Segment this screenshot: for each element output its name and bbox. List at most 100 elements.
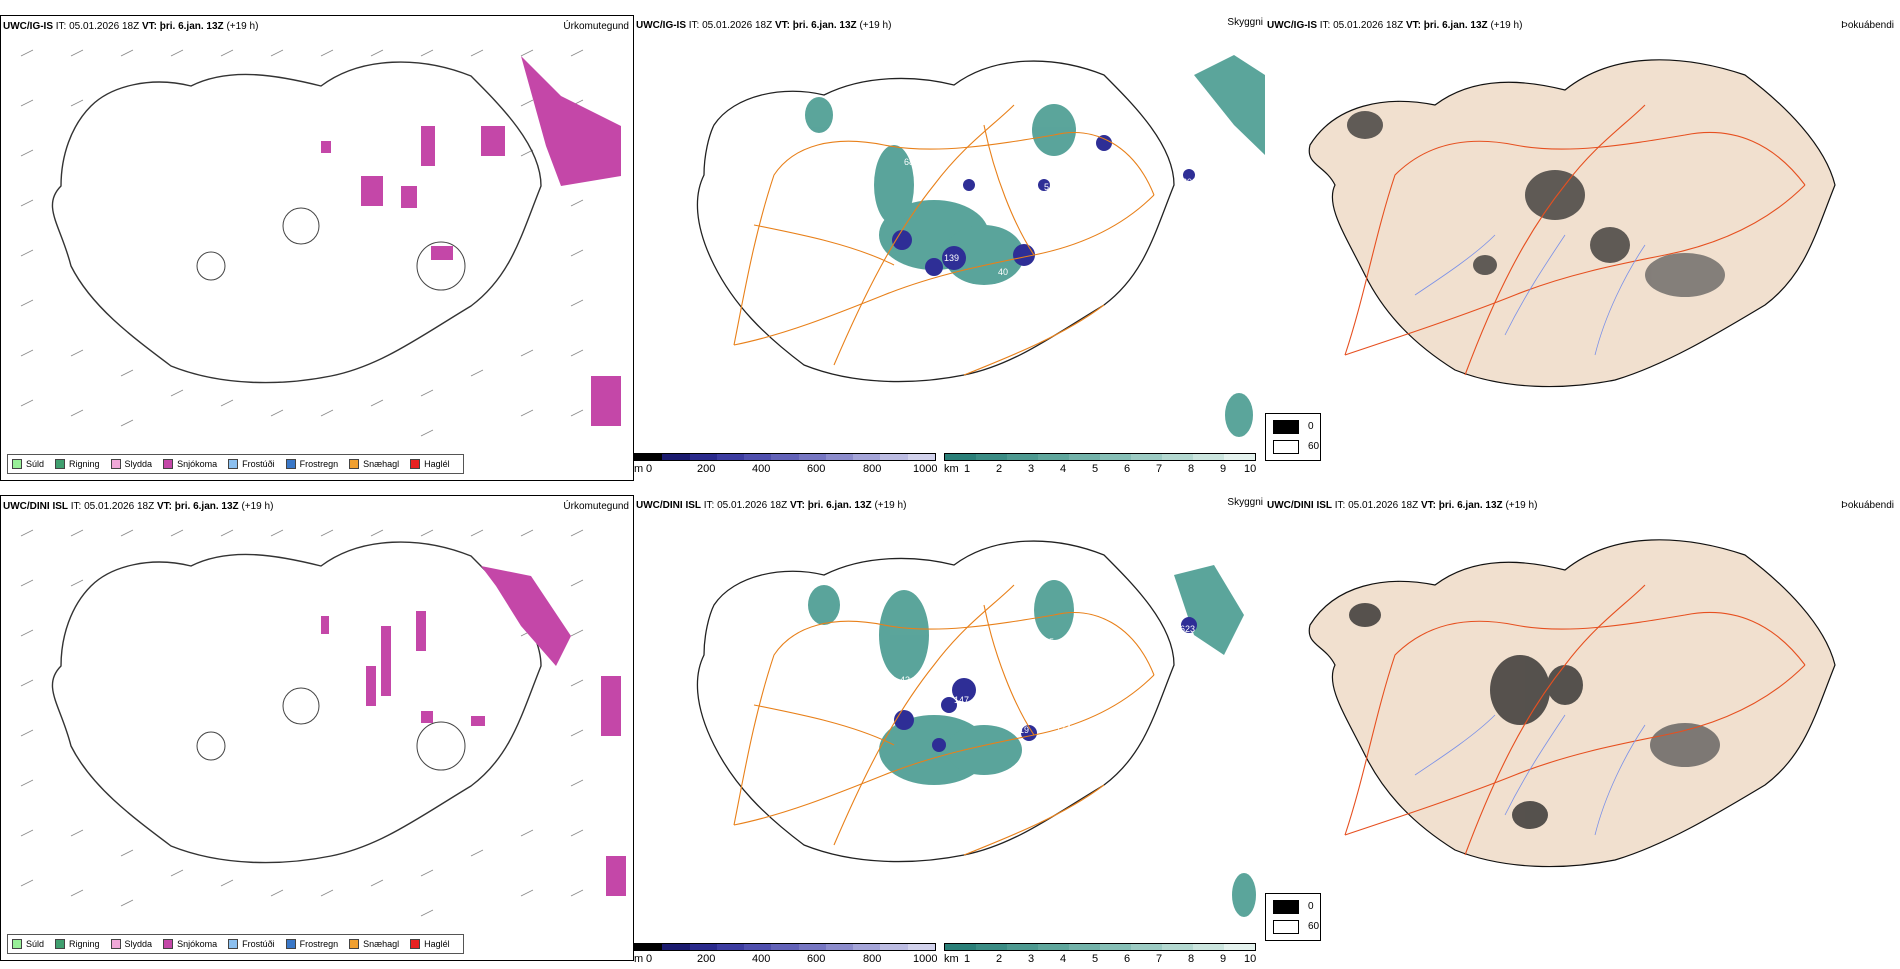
height-label: 104 bbox=[1110, 274, 1125, 284]
legend-swatch bbox=[55, 939, 66, 949]
fog-legend: 0 60 bbox=[1265, 893, 1321, 941]
legend-swatch bbox=[110, 939, 121, 949]
visibility-tick: 9 bbox=[1220, 463, 1227, 475]
visibility-color-step bbox=[1131, 454, 1162, 460]
legend-swatch bbox=[55, 459, 66, 469]
vt-value: þri. 6.jan. 13Z bbox=[174, 501, 239, 512]
ceiling-color-step bbox=[798, 454, 826, 460]
fog-legend-label: 0 bbox=[1308, 901, 1314, 912]
road-network bbox=[733, 584, 1155, 856]
visibility-tick: 6 bbox=[1124, 953, 1131, 965]
it-label: IT: bbox=[55, 21, 67, 32]
visibility-color-step bbox=[1100, 944, 1131, 950]
ceiling-unit: m bbox=[634, 463, 644, 475]
precip-type-panel-row2: UWC/DINI ISL IT: 05.01.2026 18Z VT: þri.… bbox=[0, 495, 634, 961]
ceiling-color-step bbox=[662, 454, 690, 460]
visibility-tick: 3 bbox=[1028, 463, 1035, 475]
iceland-outline bbox=[696, 540, 1175, 863]
panel-header: UWC/IG-IS IT: 05.01.2026 18Z VT: þri. 6.… bbox=[3, 21, 258, 32]
visibility-map: 68 139 160 165 104 128 109 203 72 51 40 bbox=[696, 55, 1265, 437]
visibility-color-step bbox=[1193, 944, 1224, 950]
panel-title: Þokuábendi bbox=[1841, 20, 1894, 31]
fog-legend-label: 60 bbox=[1308, 921, 1320, 932]
vt-label: VT: bbox=[1405, 20, 1421, 31]
visibility-tick: 10 bbox=[1244, 953, 1257, 965]
ceiling-color-step bbox=[635, 454, 663, 460]
legend-swatch bbox=[110, 459, 121, 469]
height-label: 128 bbox=[1047, 223, 1062, 233]
height-label: 68 bbox=[904, 157, 914, 167]
ceiling-color-step bbox=[853, 454, 881, 460]
visibility-tick: 8 bbox=[1188, 953, 1195, 965]
ceiling-color-step bbox=[825, 454, 854, 460]
model-label: UWC/DINI ISL bbox=[1267, 500, 1332, 511]
glaciers bbox=[196, 687, 466, 771]
height-label: 55 bbox=[1044, 637, 1054, 647]
iceland-land bbox=[1308, 59, 1836, 388]
legend-label: Slydda bbox=[124, 939, 153, 949]
model-label: UWC/IG-IS bbox=[1267, 20, 1317, 31]
panel-title: Skyggni bbox=[1227, 17, 1263, 28]
height-label: 160 bbox=[1020, 277, 1035, 287]
panel-header: UWC/IG-IS IT: 05.01.2026 18Z VT: þri. 6.… bbox=[636, 20, 891, 31]
height-label: 165 bbox=[1059, 275, 1074, 285]
legend-label: Rigning bbox=[69, 459, 100, 469]
road-network bbox=[733, 104, 1155, 376]
it-label: IT: bbox=[703, 500, 715, 511]
panel-header: UWC/DINI ISL IT: 05.01.2026 18Z VT: þri.… bbox=[636, 500, 906, 511]
height-label: 538 bbox=[1026, 743, 1041, 753]
height-label: 40 bbox=[998, 267, 1008, 277]
ceiling-tick: 400 bbox=[752, 953, 771, 965]
it-value: 05.01.2026 18Z bbox=[1348, 500, 1419, 511]
legend-swatch bbox=[349, 459, 360, 469]
legend-frostregn: Frostregn bbox=[285, 459, 339, 469]
ceiling-tick: 600 bbox=[807, 463, 826, 475]
fog-panel-row1: UWC/IG-IS IT: 05.01.2026 18Z VT: þri. 6.… bbox=[1265, 15, 1900, 481]
fog-legend-label: 60 bbox=[1308, 441, 1320, 452]
it-label: IT: bbox=[70, 501, 82, 512]
legend-slydda: Slydda bbox=[110, 939, 153, 949]
model-label: UWC/IG-IS bbox=[636, 20, 686, 31]
lead-time: (+19 h) bbox=[1490, 20, 1523, 31]
legend-snaehagl: Snæhagl bbox=[349, 459, 399, 469]
ceiling-scale: m 0 200 400 600 800 1000 bbox=[634, 453, 944, 479]
ceiling-color-step bbox=[744, 454, 772, 460]
panel-title: Skyggni bbox=[1227, 497, 1263, 508]
fog-swatch bbox=[1273, 440, 1299, 454]
legend-snjokoma: Snjókoma bbox=[163, 459, 217, 469]
ceiling-tick: 0 bbox=[646, 463, 653, 475]
ceiling-tick: 1000 bbox=[913, 953, 938, 965]
fog-roads bbox=[1344, 104, 1806, 376]
legend-swatch bbox=[349, 939, 360, 949]
it-label: IT: bbox=[1334, 500, 1346, 511]
ceiling-tick: 600 bbox=[807, 953, 826, 965]
it-label: IT: bbox=[688, 20, 700, 31]
ceiling-tick: 200 bbox=[697, 463, 716, 475]
height-label: 51 bbox=[1044, 182, 1054, 192]
ceiling-color-step bbox=[744, 944, 772, 950]
legend-snaehagl: Snæhagl bbox=[349, 939, 399, 949]
legend-slydda: Slydda bbox=[110, 459, 152, 469]
lead-time: (+19 h) bbox=[241, 501, 274, 512]
height-label: 219 bbox=[1014, 725, 1029, 735]
legend-swatch bbox=[410, 939, 421, 949]
it-value: 05.01.2026 18Z bbox=[84, 501, 155, 512]
vt-value: þri. 6.jan. 13Z bbox=[159, 21, 224, 32]
precip-map bbox=[20, 529, 626, 917]
visibility-scale: km 1 2 3 4 5 6 7 8 9 10 bbox=[944, 453, 1264, 479]
visibility-color-step bbox=[1069, 454, 1100, 460]
ceiling-color-step bbox=[798, 944, 826, 950]
model-label: UWC/DINI ISL bbox=[3, 501, 68, 512]
vt-value: þri. 6.jan. 13Z bbox=[792, 20, 857, 31]
vt-label: VT: bbox=[1420, 500, 1436, 511]
legend-label: Frostregn bbox=[299, 459, 339, 469]
visibility-tick: 6 bbox=[1124, 463, 1131, 475]
visibility-tick: 3 bbox=[1028, 953, 1035, 965]
ceiling-tick: 800 bbox=[863, 953, 882, 965]
lead-time: (+19 h) bbox=[874, 500, 907, 511]
fog-swatch bbox=[1273, 920, 1299, 934]
visibility-tick: 5 bbox=[1092, 953, 1099, 965]
height-label: 139 bbox=[944, 253, 959, 263]
legend-label: Frostúði bbox=[242, 459, 275, 469]
it-value: 05.01.2026 18Z bbox=[69, 21, 140, 32]
